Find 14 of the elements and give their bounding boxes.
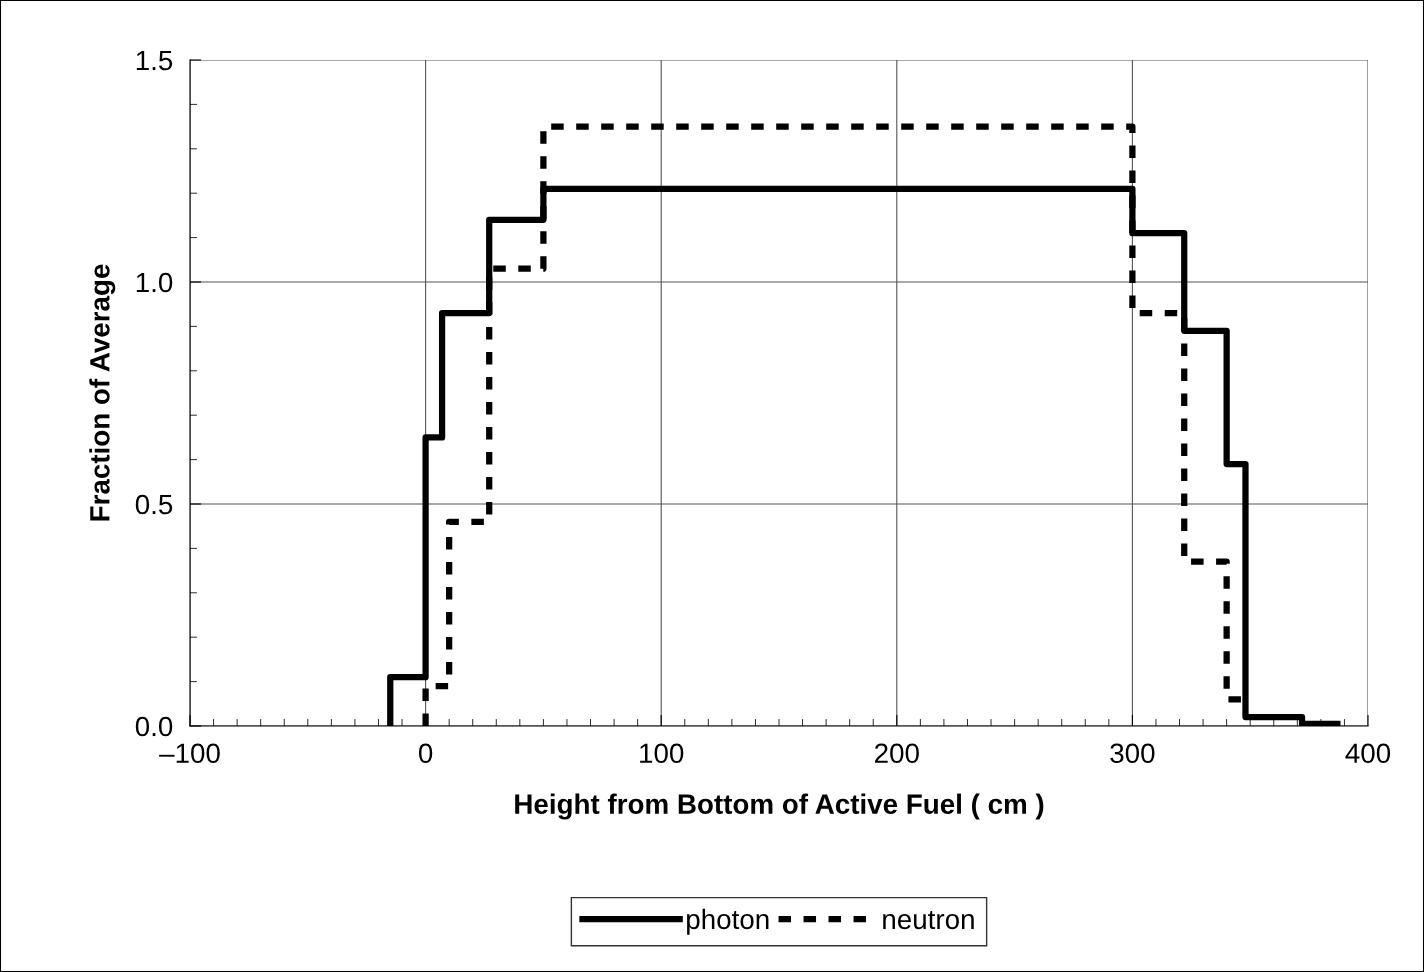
y-tick-label: 0.5 <box>135 494 173 515</box>
y-tick-label: 0.0 <box>135 716 173 737</box>
legend-label: photon <box>687 908 769 935</box>
x-axis-title: Height from Bottom of Active Fuel ( cm ) <box>515 793 1044 820</box>
x-tick-label: 100 <box>640 743 684 764</box>
x-tick-label: 400 <box>1345 743 1391 764</box>
x-tick-label: –100 <box>159 743 220 764</box>
y-tick-label: 1.0 <box>136 272 173 293</box>
y-tick-label: 1.5 <box>136 50 173 71</box>
x-tick-label: 200 <box>875 743 919 764</box>
y-axis-title: Fraction of Average <box>89 264 116 521</box>
legend-label: neutron <box>883 910 974 930</box>
x-tick-label: 300 <box>1110 743 1155 764</box>
x-tick-label: 0 <box>418 743 433 764</box>
